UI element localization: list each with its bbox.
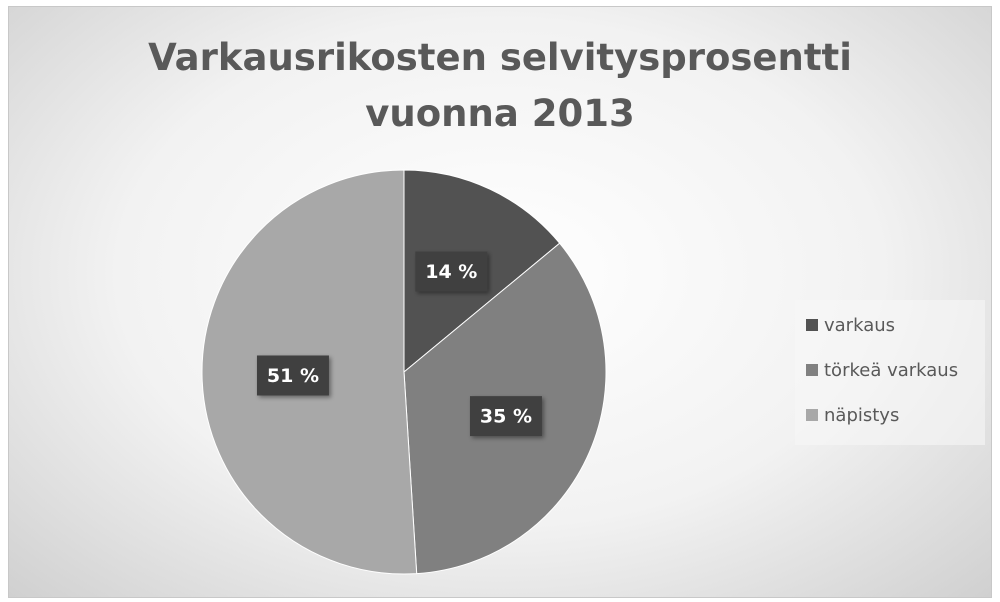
legend-label: törkeä varkaus	[824, 360, 958, 381]
legend-marker	[806, 409, 818, 421]
data-label: 51 %	[267, 365, 319, 387]
legend-marker	[806, 319, 818, 331]
legend-box	[795, 300, 985, 445]
legend-label: näpistys	[824, 405, 899, 426]
data-label: 14 %	[425, 261, 477, 283]
data-label-box	[256, 355, 329, 396]
legend-marker	[806, 364, 818, 376]
data-label-box	[469, 396, 542, 437]
data-label-box	[415, 251, 488, 292]
chart-title: Varkausrikosten selvitysprosentti vuonna…	[148, 36, 852, 135]
legend-label: varkaus	[824, 315, 895, 336]
data-label: 35 %	[480, 406, 532, 428]
